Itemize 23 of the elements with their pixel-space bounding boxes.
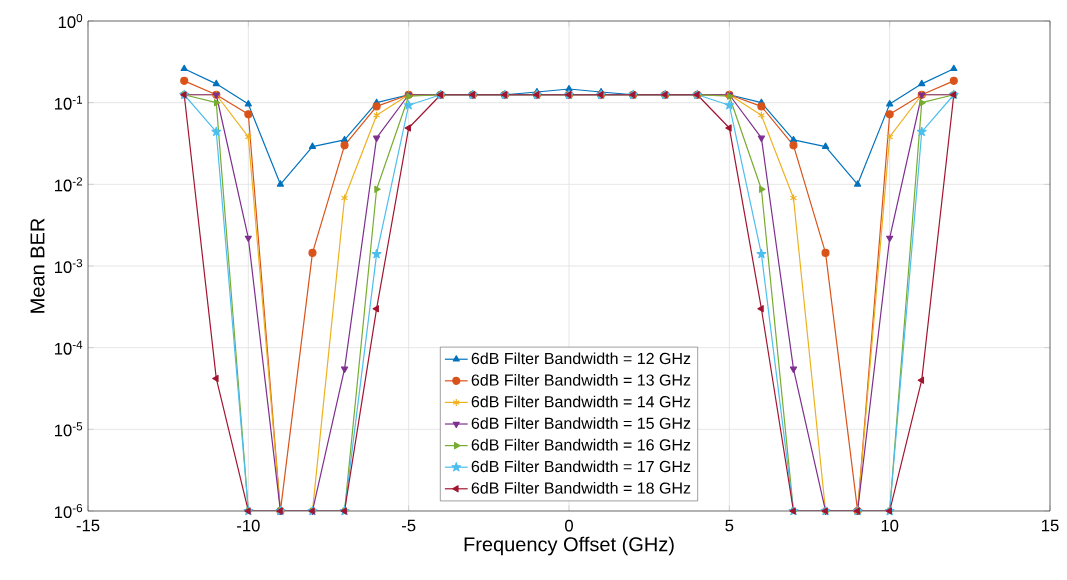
legend-label: 6dB Filter Bandwidth = 14 GHz: [471, 395, 691, 408]
legend-label: 6dB Filter Bandwidth = 12 GHz: [471, 352, 691, 365]
y-tick-label: 10$^{-6}$: [54, 503, 83, 519]
x-tick-label: 5: [725, 519, 734, 532]
legend-label: 6dB Filter Bandwidth = 18 GHz: [471, 482, 691, 494]
x-tick-label: -10: [237, 519, 260, 532]
x-tick-label: 0: [565, 519, 573, 532]
y-axis-title: Mean BER: [30, 218, 45, 313]
y-tick-label: 10$^{-2}$: [54, 177, 83, 192]
y-tick-label: 10$^{-1}$: [54, 95, 83, 110]
x-tick-label: 15: [1042, 519, 1059, 532]
legend-label: 6dB Filter Bandwidth = 13 GHz: [471, 374, 691, 386]
x-axis-title: Frequency Offset (GHz): [464, 536, 674, 556]
legend-label: 6dB Filter Bandwidth = 16 GHz: [471, 438, 691, 451]
y-tick-label: 10$^{-5}$: [54, 422, 83, 437]
x-tick-label: -5: [402, 519, 416, 532]
y-tick-label: 10$^{-4}$: [54, 340, 83, 355]
y-tick-label: 10$^{-3}$: [54, 258, 83, 274]
legend-label: 6dB Filter Bandwidth = 15 GHz: [471, 417, 691, 429]
legend-label: 6dB Filter Bandwidth = 17 GHz: [471, 460, 691, 473]
y-tick-label: 10$^{0}$: [58, 13, 83, 29]
x-tick-label: 10: [881, 519, 899, 532]
x-tick-label: -15: [76, 519, 100, 532]
